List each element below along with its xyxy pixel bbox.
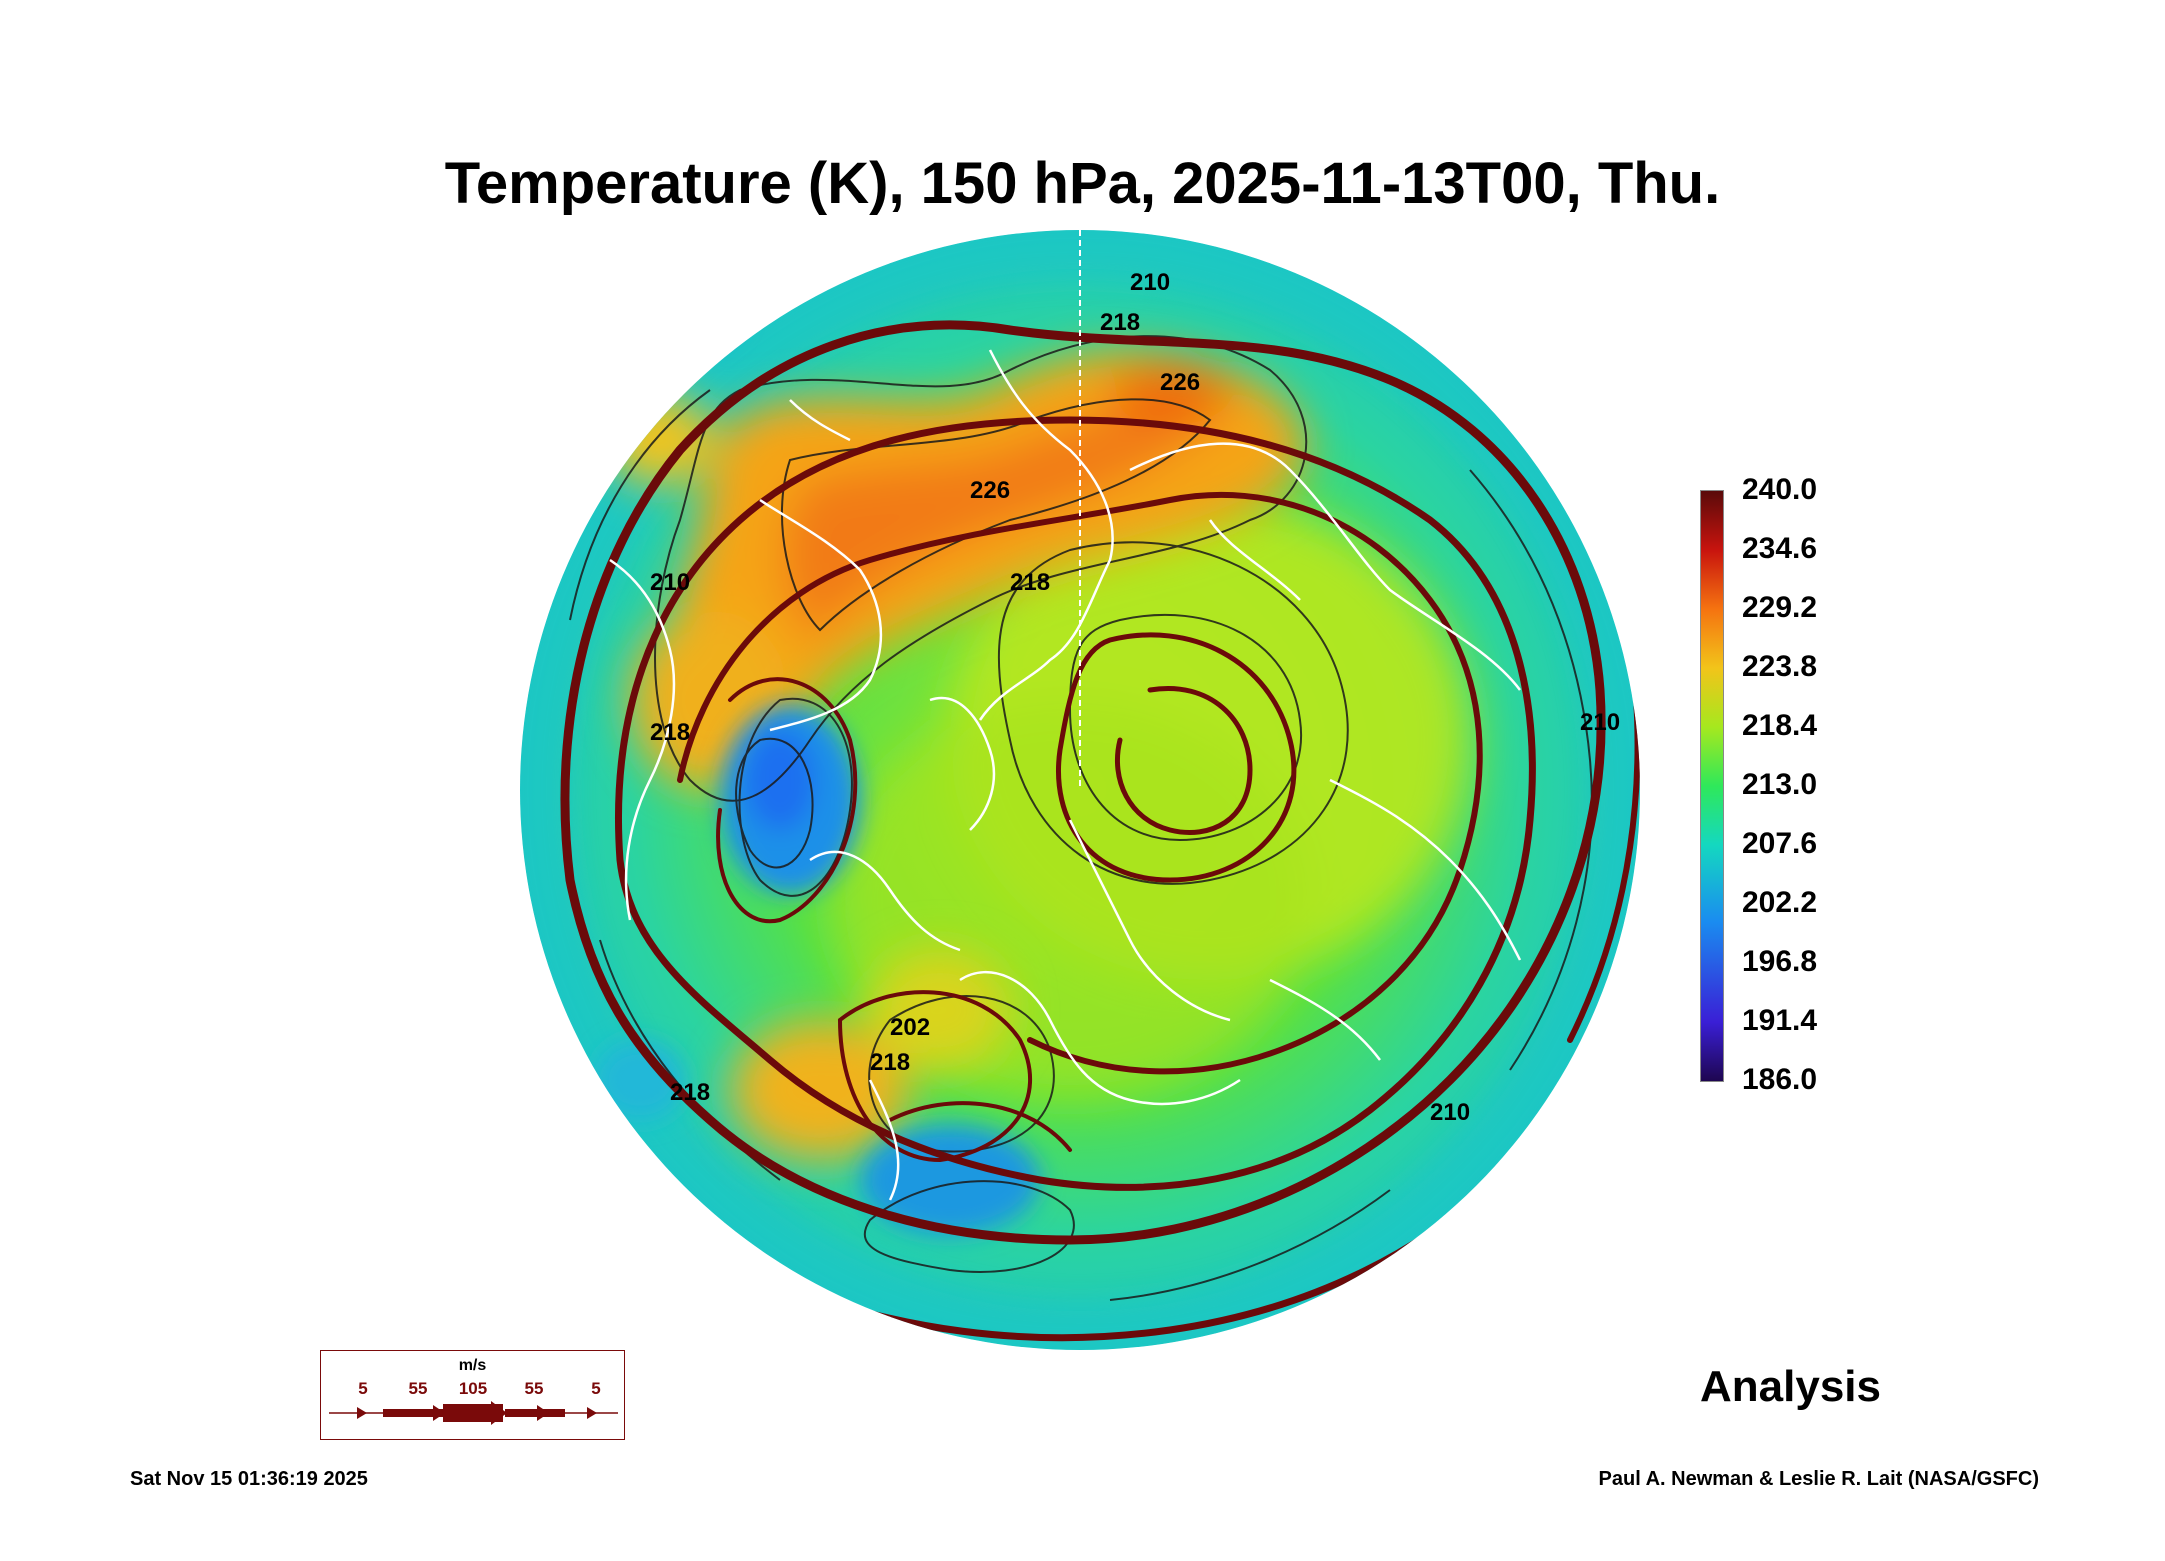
polar-temperature-map: 226 226 218 218 218 218 218 210 210 210 … [520,230,1640,1350]
colorbar-label: 229.2 [1742,591,1818,624]
wind-speed-label: 5 [358,1379,368,1398]
colorbar-label: 240.0 [1742,473,1818,506]
contour-label: 226 [970,477,1010,504]
contour-label: 202 [890,1014,930,1041]
contour-label: 218 [650,719,690,746]
colorbar-label: 223.8 [1742,650,1818,683]
contour-label: 218 [1100,309,1140,336]
contour-label: 226 [1160,369,1200,396]
wind-speed-label: 5 [591,1379,601,1398]
credit-line: Paul A. Newman & Leslie R. Lait (NASA/GS… [1598,1468,2039,1490]
arrow-icon [357,1407,367,1419]
coastlines [609,349,1522,1201]
contour-label: 210 [1130,269,1170,296]
colorbar-label: 218.4 [1742,709,1818,742]
colorbar-label: 202.2 [1742,886,1818,919]
wind-units: m/s [458,1357,487,1374]
arrow-icon [491,1401,507,1425]
map-title: Temperature (K), 150 hPa, 2025-11-13T00,… [444,151,1721,216]
wind-speed-label: 55 [408,1379,428,1398]
wind-speed-label: 105 [458,1379,488,1398]
contour-label: 218 [670,1079,710,1106]
contour-labels: 226 226 218 218 218 218 218 210 210 210 … [650,269,1620,1126]
contour-label: 210 [1430,1099,1470,1126]
colorbar-gradient [1700,490,1724,1082]
contour-label: 210 [650,569,690,596]
arrow-icon [587,1407,597,1419]
contour-label: 210 [1580,709,1620,736]
wind-thickness-scale [329,1401,618,1425]
analysis-label: Analysis [1700,1362,1881,1411]
contour-label: 218 [870,1049,910,1076]
arrow-icon [537,1405,549,1421]
timestamp: Sat Nov 15 01:36:19 2025 [130,1468,368,1490]
isotherms [569,335,1593,1301]
wind-speed-legend: m/s 5 55 105 55 5 [320,1350,625,1440]
colorbar-label: 186.0 [1742,1063,1818,1096]
colorbar-label: 207.6 [1742,827,1818,860]
colorbar-label: 191.4 [1742,1004,1818,1037]
arrow-icon [433,1405,445,1421]
contour-label: 218 [1010,569,1050,596]
temperature-field [520,230,1640,1350]
colorbar-label: 234.6 [1742,532,1818,565]
wind-speed-label: 55 [524,1379,544,1398]
colorbar-label: 213.0 [1742,768,1818,801]
colorbar-label: 196.8 [1742,945,1818,978]
